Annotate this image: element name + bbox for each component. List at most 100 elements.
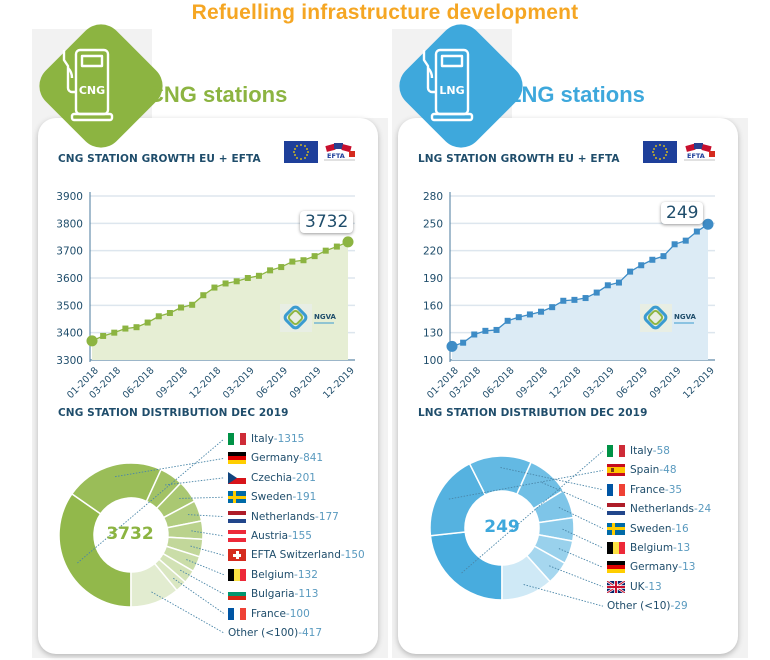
cng-distribution-donut	[58, 438, 225, 634]
data-point	[604, 282, 611, 289]
legend-label: Other (<100)	[228, 627, 299, 639]
data-point	[255, 272, 262, 279]
legend-separator: -	[288, 530, 292, 542]
data-point	[300, 257, 307, 264]
cng-donut-total: 3732	[106, 524, 154, 544]
legend-value: 177	[318, 510, 339, 523]
lng-distribution-heading: LNG STATION DISTRIBUTION DEC 2019	[418, 407, 648, 419]
ngva-logo-icon: NGVA	[280, 304, 337, 332]
leader-line	[558, 548, 604, 568]
legend-value: 58	[656, 445, 670, 457]
legend-label: Belgium	[630, 542, 674, 554]
data-point	[460, 339, 467, 346]
france-flag-icon	[607, 483, 625, 496]
leader-line	[448, 469, 604, 500]
leader-line	[180, 569, 225, 595]
germany-flag-icon	[228, 452, 246, 465]
data-point	[649, 256, 656, 263]
legend-item: Bulgaria - 113	[228, 586, 318, 602]
legend-label: Belgium	[251, 568, 295, 581]
data-point	[267, 267, 274, 274]
data-point	[538, 308, 545, 315]
data-point	[178, 304, 185, 311]
leader-line	[115, 457, 225, 478]
x-tick-label: 03-2019	[581, 365, 617, 400]
data-point	[122, 325, 129, 332]
data-point	[322, 247, 329, 254]
legend-label: Italy	[630, 445, 653, 457]
data-point	[166, 309, 173, 316]
y-tick-label: 3900	[56, 191, 83, 203]
legend-label: Sweden	[630, 522, 672, 535]
leader-line	[186, 559, 225, 576]
legend-label: Austria	[251, 530, 289, 542]
data-point	[482, 327, 489, 334]
data-point	[515, 314, 522, 321]
leader-line	[151, 591, 225, 634]
data-point	[144, 319, 151, 326]
x-tick-label: 09-2018	[154, 365, 190, 400]
y-tick-label: 280	[423, 191, 443, 203]
x-tick-label: 09-2019	[288, 365, 324, 400]
legend-label: UK	[630, 580, 645, 593]
x-tick-label: 06-2019	[254, 365, 290, 400]
legend-separator: -	[315, 510, 319, 523]
lng-distribution-donut	[429, 450, 604, 607]
legend-value: 100	[289, 607, 310, 620]
legend-label: Netherlands	[251, 510, 316, 523]
legend-value: 191	[296, 491, 317, 504]
legend-item: Other (<100) - 417	[228, 625, 322, 641]
legend-item: Spain - 48	[607, 462, 677, 478]
legend-label: EFTA Switzerland	[251, 549, 341, 562]
cng-badge-label: CNG	[79, 84, 105, 97]
legend-separator: -	[340, 549, 345, 562]
data-point	[244, 275, 251, 281]
legend-separator: -	[285, 607, 290, 620]
data-point	[638, 262, 645, 269]
legend-separator: -	[659, 464, 664, 477]
y-tick-label: 3300	[56, 355, 83, 367]
cng-growth-heading: CNG STATION GROWTH EU + EFTA	[58, 153, 261, 165]
legend-item: Belgium - 13	[607, 540, 690, 556]
y-tick-label: 220	[423, 246, 443, 258]
ngva-logo-icon: NGVA	[640, 304, 697, 332]
lng-latest-value-callout: 249	[661, 202, 704, 224]
data-point	[693, 228, 700, 235]
lng-section-title: LNG stations	[508, 82, 645, 107]
y-tick-label: 190	[423, 273, 443, 285]
legend-separator: -	[694, 503, 698, 516]
sweden-flag-icon	[607, 522, 625, 535]
legend-value: 13	[648, 580, 662, 593]
x-tick-label: 12-2018	[188, 365, 224, 400]
data-point-end	[342, 236, 354, 248]
netherlands-flag-icon	[228, 510, 246, 523]
legend-separator: -	[670, 600, 675, 613]
cng-distribution-heading: CNG STATION DISTRIBUTION DEC 2019	[58, 407, 289, 419]
legend-item: Italy - 58	[607, 443, 670, 459]
legend-item: France - 100	[228, 606, 310, 622]
data-point	[311, 253, 318, 260]
data-point	[233, 278, 240, 285]
y-tick-label: 3700	[56, 246, 83, 258]
data-point	[615, 279, 622, 286]
legend-label: France	[251, 607, 286, 620]
data-point	[526, 311, 533, 318]
legend-item: Austria - 155	[228, 528, 312, 544]
leader-line	[500, 467, 604, 491]
data-point-end	[86, 335, 98, 347]
legend-separator: -	[294, 568, 298, 581]
legend-value: 13	[682, 561, 696, 574]
x-tick-label: 09-2019	[648, 365, 684, 400]
legend-item: UK - 13	[607, 579, 662, 595]
leader-line	[558, 507, 604, 530]
data-point	[560, 297, 567, 304]
leader-line	[523, 584, 604, 607]
x-tick-label: 06-2018	[121, 365, 157, 400]
data-point	[289, 258, 296, 265]
france-flag-icon	[228, 607, 246, 620]
legend-separator: -	[664, 483, 669, 496]
legend-separator: -	[273, 433, 278, 445]
leader-line	[562, 528, 604, 549]
legend-item: Netherlands - 24	[607, 501, 711, 517]
data-point	[211, 284, 218, 291]
